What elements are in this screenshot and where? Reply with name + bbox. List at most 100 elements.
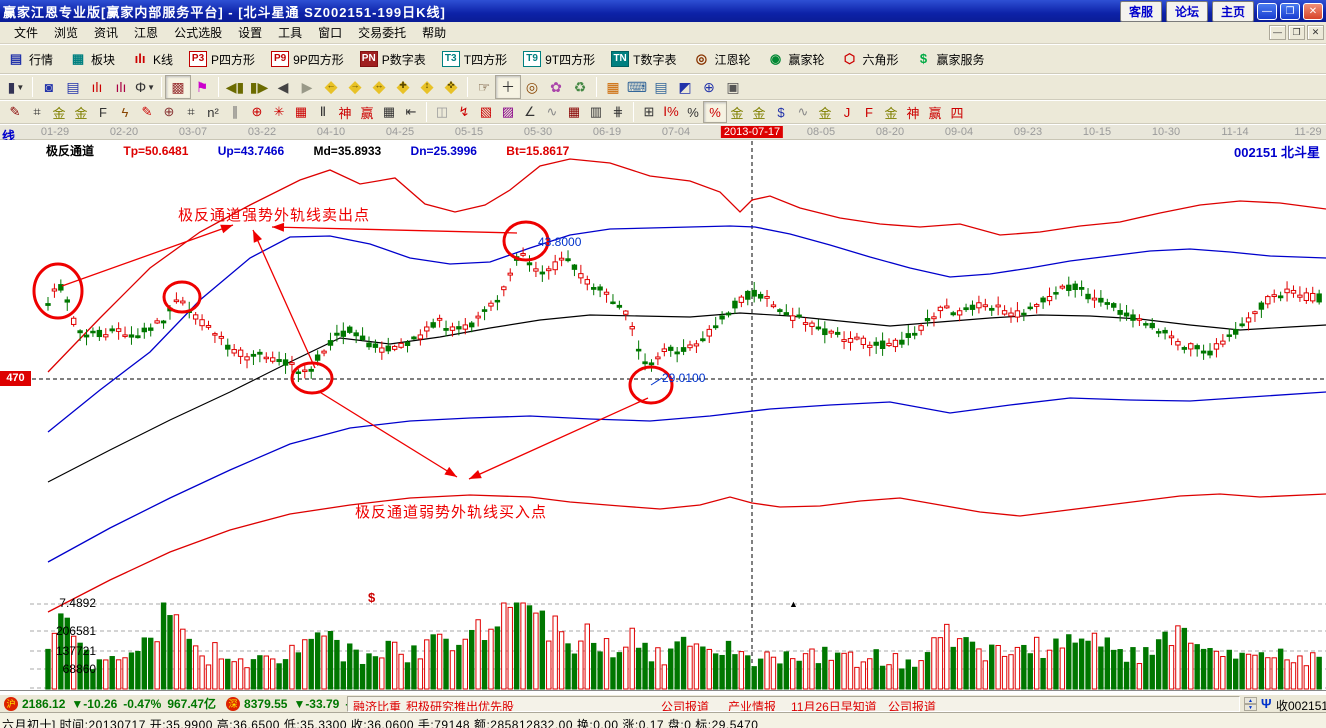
fit-icon[interactable]: ◆ ✜ — [439, 76, 463, 98]
marker-icon[interactable]: ✎ — [136, 102, 158, 122]
printer-icon[interactable]: ▣ — [721, 76, 745, 98]
expand-all-icon[interactable]: ◆ ✚ — [391, 76, 415, 98]
gold-angle2-icon[interactable]: 金 — [880, 102, 902, 122]
t-square-button[interactable]: T3 T四方形 — [439, 49, 510, 70]
9t-square-button[interactable]: T9 9T四方形 — [520, 49, 598, 70]
menu-item-6[interactable]: 工具 — [278, 25, 303, 40]
angle-icon[interactable]: ∠ — [519, 102, 541, 122]
kline-chart[interactable] — [0, 140, 1326, 694]
gold-angle-icon[interactable]: 金 — [814, 102, 836, 122]
menu-item-9[interactable]: 帮助 — [422, 25, 447, 40]
quotes-button[interactable]: ▤ 行情 — [4, 49, 56, 70]
win-angle-icon[interactable]: 赢 — [924, 102, 946, 122]
9p-square-button[interactable]: P9 9P四方形 — [268, 49, 347, 70]
gold-grid-icon[interactable]: 金 — [48, 102, 70, 122]
doc-restore-button[interactable]: ❐ — [1288, 25, 1305, 40]
restore-button[interactable]: ❐ — [1280, 2, 1300, 20]
shift-right-icon[interactable]: ◆ → — [343, 76, 367, 98]
period-dropdown[interactable]: ▮ ▼ — [4, 76, 28, 98]
winner-service-button[interactable]: $ 赢家服务 — [912, 49, 988, 70]
double-line-icon[interactable]: Ⅱ — [312, 102, 334, 122]
menu-item-0[interactable]: 文件 — [14, 25, 39, 40]
hand-icon[interactable]: ☞ — [472, 76, 496, 98]
grid-icon[interactable]: ⌗ — [26, 102, 48, 122]
news-headline-1[interactable]: 积极研究推出优先股 — [406, 700, 515, 712]
star-fan-icon[interactable]: ✳ — [268, 102, 290, 122]
calculator-icon[interactable]: ⌨ — [625, 76, 649, 98]
bars-9-icon[interactable]: ılı — [109, 76, 133, 98]
zoom-icon[interactable]: ◎ — [520, 76, 544, 98]
gold-circle-icon[interactable]: 金 — [726, 102, 748, 122]
gann-circle-icon[interactable]: ⊕ — [246, 102, 268, 122]
p-number-table-button[interactable]: PN P数字表 — [357, 49, 429, 70]
menu-item-7[interactable]: 窗口 — [318, 25, 343, 40]
draw-icon[interactable]: ✎ — [4, 102, 26, 122]
stats-icon[interactable]: ⊞ — [638, 102, 660, 122]
wave-icon[interactable]: ∿ — [541, 102, 563, 122]
news-headline-3[interactable]: 产业情报 — [728, 700, 777, 712]
fan-lines-icon[interactable]: ↯ — [453, 102, 475, 122]
f-grid-icon[interactable]: F — [92, 102, 114, 122]
percent-gold-icon[interactable]: % — [703, 101, 727, 123]
kline-button[interactable]: ılı K线 — [128, 49, 176, 70]
shade-grid-icon[interactable]: ▨ — [497, 102, 519, 122]
news-headline-5[interactable]: 公司报道 — [888, 700, 937, 712]
t-number-table-button[interactable]: TN T数字表 — [608, 49, 679, 70]
vgrid-icon[interactable]: ▥ — [585, 102, 607, 122]
calendar-icon[interactable]: ▦ — [601, 76, 625, 98]
expand-h-icon[interactable]: ◆ ↔ — [367, 76, 391, 98]
j-angle-icon[interactable]: J — [836, 102, 858, 122]
box-tool-icon[interactable]: ◫ — [431, 102, 453, 122]
prev-page-icon[interactable]: ◀ — [271, 76, 295, 98]
square-number-icon[interactable]: n² — [202, 102, 224, 122]
candle-style-icon[interactable]: Φ ▼ — [133, 76, 157, 98]
percent-icon[interactable]: % — [682, 102, 704, 122]
news-headline-0[interactable]: 融济比重 — [353, 700, 402, 712]
forum-button[interactable]: 论坛 — [1165, 0, 1208, 22]
crosshair-icon[interactable]: ＋ — [495, 75, 521, 99]
p-square-button[interactable]: P3 P四方形 — [186, 49, 258, 70]
percent-line-icon[interactable]: Ⅰ% — [660, 102, 682, 122]
spiral-icon[interactable]: ϟ — [114, 102, 136, 122]
red-grid-icon[interactable]: ▦ — [290, 102, 312, 122]
price-tool-icon[interactable]: $ — [770, 102, 792, 122]
win-tool-icon[interactable]: 赢 — [356, 102, 378, 122]
four-angle-icon[interactable]: 四 — [946, 102, 968, 122]
menu-item-1[interactable]: 浏览 — [54, 25, 79, 40]
save-icon[interactable]: ◩ — [673, 76, 697, 98]
news-headline-2[interactable]: 公司报道 — [661, 700, 710, 712]
shen-angle-icon[interactable]: 神 — [902, 102, 924, 122]
scroll-up-icon[interactable]: ▲ — [1244, 697, 1257, 704]
menu-item-4[interactable]: 公式选股 — [174, 25, 223, 40]
report-icon[interactable]: ▤ — [61, 76, 85, 98]
scroll-down-icon[interactable]: ▼ — [1244, 704, 1257, 711]
window-icon[interactable]: ◙ — [37, 76, 61, 98]
first-page-icon[interactable]: ◀▮ — [223, 76, 247, 98]
grid-pattern-icon[interactable]: ▩ — [165, 75, 191, 99]
measure-icon[interactable]: ⇤ — [400, 102, 422, 122]
shift-left-icon[interactable]: ◆ ← — [319, 76, 343, 98]
gann-tools-icon[interactable]: ✿ — [544, 76, 568, 98]
doc-minimize-button[interactable]: — — [1269, 25, 1286, 40]
service-button[interactable]: 客服 — [1119, 0, 1162, 22]
next-page-icon[interactable]: ▶ — [295, 76, 319, 98]
wave2-icon[interactable]: ∿ — [792, 102, 814, 122]
chart-region[interactable]: 极反通道 Tp=50.6481 Up=43.7466 Md=35.8933 Dn… — [0, 140, 1326, 694]
dense-grid-icon[interactable]: ▦ — [563, 102, 585, 122]
gold-line-icon[interactable]: 金 — [748, 102, 770, 122]
notebook-icon[interactable]: ▤ — [649, 76, 673, 98]
flag-icon[interactable]: ⚑ — [190, 76, 214, 98]
angle-grid-icon[interactable]: ▧ — [475, 102, 497, 122]
hexagon-button[interactable]: ⬡ 六角形 — [838, 49, 902, 70]
winner-wheel-button[interactable]: ◉ 赢家轮 — [763, 49, 827, 70]
last-page-icon[interactable]: ▮▶ — [247, 76, 271, 98]
sectors-button[interactable]: ▦ 板块 — [66, 49, 118, 70]
news-headline-4[interactable]: 11月26日早知道 — [791, 700, 877, 712]
news-scroll-spinner[interactable]: ▲ ▼ — [1244, 697, 1257, 711]
gold-grid2-icon[interactable]: 金 — [70, 102, 92, 122]
menu-item-5[interactable]: 设置 — [238, 25, 263, 40]
homepage-button[interactable]: 主页 — [1211, 0, 1254, 22]
send-icon[interactable]: ⊕ — [697, 76, 721, 98]
bars-3-icon[interactable]: ılı — [85, 76, 109, 98]
parallel-lines-icon[interactable]: ∥ — [224, 102, 246, 122]
